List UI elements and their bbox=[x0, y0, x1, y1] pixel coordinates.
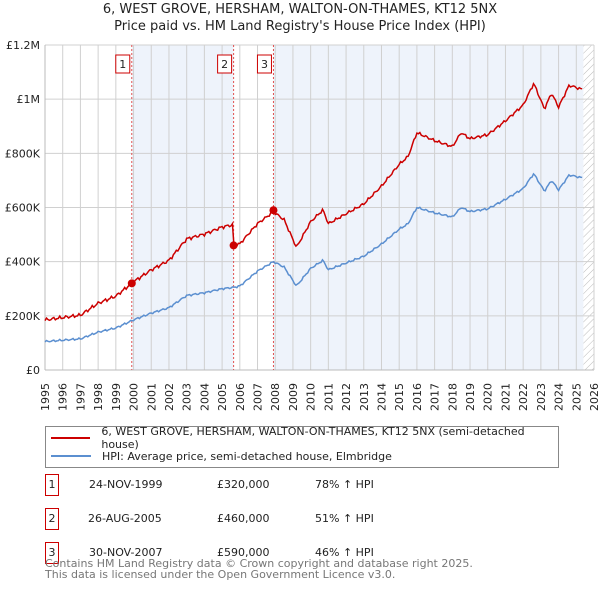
chart-subtitle: Price paid vs. HM Land Registry's House … bbox=[114, 19, 486, 34]
legend-swatch-property bbox=[51, 437, 91, 439]
y-tick-label: £1M bbox=[17, 93, 41, 106]
x-tick-label: 2023 bbox=[535, 383, 548, 411]
sale-hpi: 46% ↑ HPI bbox=[315, 546, 374, 559]
x-tick-label: 2000 bbox=[128, 383, 141, 411]
x-tick-label: 2006 bbox=[234, 383, 247, 411]
x-tick-label: 1996 bbox=[57, 383, 70, 411]
x-tick-label: 2015 bbox=[393, 383, 406, 411]
sale-label: 1 bbox=[119, 58, 126, 71]
legend-swatch-hpi bbox=[51, 455, 91, 457]
y-tick-label: £200K bbox=[5, 310, 41, 323]
sale-row: 3 30-NOV-2007 £590,000 46% ↑ HPI bbox=[45, 542, 445, 564]
x-tick-label: 2024 bbox=[553, 383, 566, 411]
sale-label-box bbox=[256, 54, 272, 74]
y-tick-label: £1.2M bbox=[6, 39, 40, 52]
sale-hpi: 51% ↑ HPI bbox=[315, 512, 374, 525]
x-tick-label: 2007 bbox=[252, 383, 265, 411]
sale-hpi: 78% ↑ HPI bbox=[315, 478, 374, 491]
sale-label: 3 bbox=[261, 58, 268, 71]
y-tick-label: £400K bbox=[5, 256, 41, 269]
y-tick-label: £600K bbox=[5, 202, 41, 215]
x-tick-label: 1998 bbox=[92, 383, 105, 411]
x-tick-label: 2025 bbox=[570, 383, 583, 411]
x-tick-label: 2003 bbox=[181, 383, 194, 411]
sale-label-box bbox=[217, 54, 233, 74]
sale-date: 26-AUG-2005 bbox=[88, 512, 162, 525]
footer-line: This data is licensed under the Open Gov… bbox=[45, 568, 396, 581]
x-tick-label: 2019 bbox=[464, 383, 477, 411]
sale-number: 2 bbox=[45, 508, 59, 530]
legend-label-property: 6, WEST GROVE, HERSHAM, WALTON-ON-THAMES… bbox=[101, 425, 525, 451]
sale-point bbox=[127, 279, 136, 288]
hpi-line bbox=[44, 172, 583, 343]
sale-row: 2 26-AUG-2005 £460,000 51% ↑ HPI bbox=[45, 508, 445, 530]
x-tick-label: 2020 bbox=[482, 383, 495, 411]
sale-point bbox=[229, 241, 238, 250]
x-tick-label: 2012 bbox=[340, 383, 353, 411]
x-tick-label: 1995 bbox=[39, 383, 52, 411]
x-tick-label: 2026 bbox=[588, 383, 600, 411]
chart-plot: 1995 1996 1997 1998 1999 2000 2001 2002 2003 2004… bbox=[5, 39, 600, 411]
x-tick-label: 2011 bbox=[322, 383, 335, 411]
x-tick-label: 2004 bbox=[198, 383, 211, 411]
x-tick-label: 2009 bbox=[287, 383, 300, 411]
chart-title: 6, WEST GROVE, HERSHAM, WALTON-ON-THAMES… bbox=[102, 2, 498, 17]
x-tick-label: 2005 bbox=[216, 383, 229, 411]
x-tick-label: 2016 bbox=[411, 383, 424, 411]
y-tick-label: £0 bbox=[26, 364, 40, 377]
x-tick-label: 2022 bbox=[517, 383, 530, 411]
footer: Contains HM Land Registry data © Crown c… bbox=[45, 558, 473, 580]
sale-label-box bbox=[115, 54, 131, 74]
sale-date: 24-NOV-1999 bbox=[89, 478, 163, 491]
sale-price: £320,000 bbox=[217, 478, 270, 491]
x-tick-label: 2014 bbox=[375, 383, 388, 411]
x-tick-label: 2001 bbox=[145, 383, 158, 411]
x-tick-label: 2018 bbox=[446, 383, 459, 411]
footer-line: Contains HM Land Registry data © Crown c… bbox=[45, 557, 473, 570]
sale-number: 3 bbox=[45, 542, 59, 564]
sale-point bbox=[269, 206, 278, 215]
sale-price: £590,000 bbox=[217, 546, 270, 559]
legend-label-hpi: HPI: Average price, semi-detached house,… bbox=[102, 449, 392, 463]
x-tick-label: 2002 bbox=[163, 383, 176, 411]
sale-number: 1 bbox=[45, 474, 59, 496]
x-tick-label: 2017 bbox=[429, 383, 442, 411]
sale-date: 30-NOV-2007 bbox=[89, 546, 163, 559]
x-tick-label: 1997 bbox=[74, 383, 87, 411]
x-tick-label: 2008 bbox=[269, 383, 282, 411]
x-tick-label: 2021 bbox=[499, 383, 512, 411]
sale-price: £460,000 bbox=[217, 512, 270, 525]
legend: 6, WEST GROVE, HERSHAM, WALTON-ON-THAMES… bbox=[45, 425, 559, 468]
y-tick-label: £800K bbox=[5, 147, 41, 160]
sale-label: 2 bbox=[221, 58, 228, 71]
sale-row: 1 24-NOV-1999 £320,000 78% ↑ HPI bbox=[45, 474, 445, 496]
x-tick-label: 1999 bbox=[110, 383, 123, 411]
x-tick-label: 2010 bbox=[305, 383, 318, 411]
x-tick-label: 2013 bbox=[358, 383, 371, 411]
